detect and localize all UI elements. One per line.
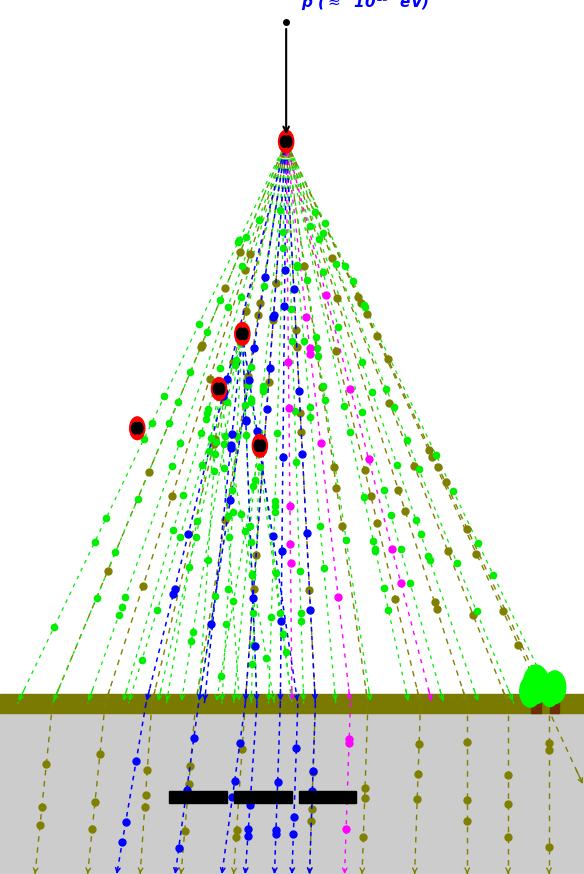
Circle shape (131, 423, 139, 434)
Circle shape (523, 665, 549, 704)
Circle shape (280, 136, 288, 148)
Bar (298, 791, 356, 803)
Circle shape (258, 440, 266, 452)
Bar (531, 683, 541, 713)
Circle shape (235, 323, 250, 345)
Circle shape (541, 680, 559, 706)
Circle shape (237, 329, 244, 340)
Bar (169, 791, 227, 803)
Circle shape (279, 130, 294, 153)
Circle shape (284, 136, 292, 148)
Circle shape (520, 676, 541, 707)
Circle shape (135, 423, 143, 434)
Circle shape (217, 383, 225, 394)
Bar (0, 713, 584, 874)
Circle shape (254, 440, 262, 452)
Circle shape (213, 383, 221, 394)
Circle shape (130, 417, 145, 440)
Bar (550, 687, 559, 713)
Circle shape (544, 671, 566, 704)
Circle shape (211, 378, 227, 400)
Circle shape (252, 434, 267, 457)
Circle shape (241, 329, 248, 340)
Bar (234, 791, 291, 803)
Text: p ($\approx$  10$^{15}$  eV): p ($\approx$ 10$^{15}$ eV) (301, 0, 429, 13)
Bar (0, 694, 584, 713)
